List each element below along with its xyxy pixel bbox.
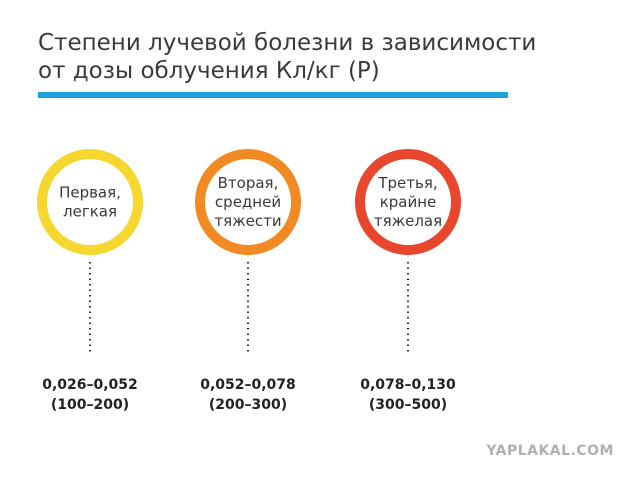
- dose-text: 0,078–0,130: [360, 377, 456, 393]
- title-line: Степени лучевой болезни в зависимости: [38, 30, 536, 56]
- dose-text: 0,052–0,078: [200, 377, 296, 393]
- dose-text: (300–500): [369, 397, 447, 413]
- degree-label: Третья,: [377, 174, 437, 192]
- dose-text: (200–300): [209, 397, 287, 413]
- dose-text: 0,026–0,052: [42, 377, 138, 393]
- degree-circle: [37, 149, 143, 255]
- degree-label: средней: [215, 193, 281, 211]
- degree-label: легкая: [63, 203, 117, 221]
- title-line: от дозы облучения Кл/кг (Р): [38, 58, 380, 84]
- degree-circle: [195, 149, 301, 255]
- degree-circle: [355, 149, 461, 255]
- accent-bar: [38, 92, 508, 98]
- degree-label: Вторая,: [218, 174, 279, 192]
- dose-text: (100–200): [51, 397, 129, 413]
- degree-label: крайне: [380, 193, 437, 211]
- watermark: YAPLAKAL.COM: [485, 443, 614, 459]
- degree-label: тяжелая: [374, 212, 442, 230]
- degree-label: Первая,: [59, 184, 121, 202]
- degree-label: тяжести: [214, 212, 281, 230]
